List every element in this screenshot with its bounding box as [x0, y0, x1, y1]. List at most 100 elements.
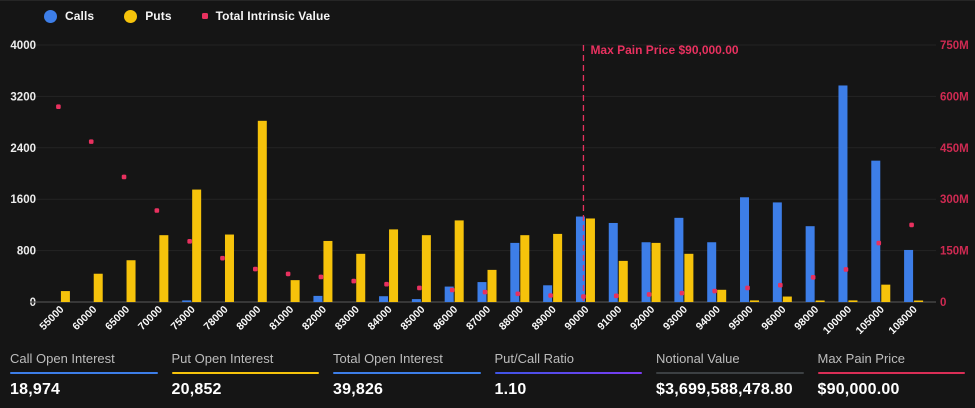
- call-bar[interactable]: [871, 160, 881, 302]
- left-axis-tick: 0: [30, 297, 36, 309]
- put-bar[interactable]: [684, 253, 694, 302]
- intrinsic-dot[interactable]: [745, 285, 750, 291]
- x-axis-label: 96000: [759, 304, 788, 333]
- call-bar[interactable]: [707, 242, 717, 302]
- put-bar[interactable]: [159, 235, 169, 302]
- put-bar[interactable]: [126, 260, 136, 302]
- put-bar[interactable]: [60, 291, 70, 302]
- intrinsic-dot[interactable]: [548, 293, 553, 298]
- intrinsic-dot[interactable]: [121, 174, 127, 180]
- put-bar[interactable]: [815, 300, 825, 303]
- stat-value: 1.10: [494, 381, 527, 398]
- put-bar[interactable]: [553, 233, 563, 302]
- put-bar[interactable]: [750, 300, 760, 302]
- put-bar[interactable]: [356, 253, 366, 302]
- call-bar[interactable]: [740, 197, 750, 302]
- put-bar[interactable]: [914, 300, 924, 303]
- stat-label: Total Open Interest: [333, 351, 443, 366]
- put-bar[interactable]: [454, 220, 464, 302]
- intrinsic-dot[interactable]: [646, 292, 652, 297]
- call-bar[interactable]: [411, 299, 421, 302]
- call-bar[interactable]: [444, 286, 454, 302]
- put-bar[interactable]: [192, 189, 202, 302]
- legend-item-calls[interactable]: Calls: [44, 9, 94, 23]
- call-bar[interactable]: [904, 249, 914, 302]
- legend-item-puts[interactable]: Puts: [124, 9, 171, 23]
- stat-value: 39,826: [333, 381, 384, 398]
- intrinsic-dot[interactable]: [384, 281, 389, 287]
- call-bar[interactable]: [772, 202, 782, 302]
- intrinsic-dot[interactable]: [482, 289, 488, 295]
- call-bar[interactable]: [510, 242, 520, 302]
- put-bar[interactable]: [323, 240, 333, 302]
- call-bar[interactable]: [379, 296, 389, 302]
- call-bar[interactable]: [575, 216, 585, 302]
- intrinsic-dot[interactable]: [187, 239, 192, 244]
- put-bar[interactable]: [389, 229, 399, 302]
- put-bar[interactable]: [782, 296, 792, 302]
- call-bar[interactable]: [543, 285, 553, 302]
- stat-value: $90,000.00: [817, 381, 900, 398]
- intrinsic-dot[interactable]: [88, 139, 94, 144]
- intrinsic-dot[interactable]: [220, 255, 225, 261]
- intrinsic-dot[interactable]: [449, 287, 455, 293]
- put-bar[interactable]: [224, 234, 234, 302]
- left-axis-tick: 2400: [10, 143, 36, 155]
- put-bar[interactable]: [257, 120, 267, 302]
- put-bar[interactable]: [487, 269, 497, 302]
- call-bar[interactable]: [182, 300, 192, 302]
- call-bar[interactable]: [477, 282, 487, 302]
- stat-label: Max Pain Price: [817, 351, 905, 366]
- x-axis-label: 105000: [854, 304, 887, 337]
- intrinsic-dot[interactable]: [351, 278, 357, 284]
- put-bar[interactable]: [651, 242, 661, 302]
- legend-item-total-intrinsic-value[interactable]: Total Intrinsic Value: [201, 9, 331, 23]
- intrinsic-dot[interactable]: [515, 291, 521, 297]
- put-bar[interactable]: [421, 235, 431, 302]
- intrinsic-dot[interactable]: [679, 290, 685, 296]
- intrinsic-dot[interactable]: [252, 266, 258, 272]
- intrinsic-dot[interactable]: [285, 271, 291, 277]
- intrinsic-dot[interactable]: [56, 104, 61, 109]
- put-bar[interactable]: [585, 218, 595, 302]
- stat-underline: [10, 372, 158, 374]
- call-bar[interactable]: [838, 85, 848, 302]
- x-axis-label: 92000: [628, 304, 657, 333]
- put-bar[interactable]: [618, 260, 628, 302]
- x-axis-label: 91000: [595, 304, 624, 333]
- intrinsic-dot[interactable]: [843, 267, 849, 272]
- put-bar[interactable]: [881, 284, 891, 302]
- stat-value: 20,852: [171, 381, 222, 398]
- intrinsic-dot[interactable]: [613, 293, 619, 299]
- options-open-interest-chart: 0 800 1600 2400 3200 4000 0 150M 300M 450M 600M 750…: [10, 40, 968, 337]
- x-axis-label: 60000: [70, 304, 99, 333]
- stat-put-open-interest: Put Open Interest 20,852: [171, 348, 319, 408]
- intrinsic-dot[interactable]: [712, 288, 718, 294]
- intrinsic-dot[interactable]: [778, 282, 783, 288]
- put-bar[interactable]: [848, 300, 858, 302]
- put-bar[interactable]: [520, 235, 530, 302]
- intrinsic-dot[interactable]: [318, 274, 324, 280]
- legend-label: Calls: [65, 9, 95, 23]
- x-axis-label: 87000: [464, 304, 493, 333]
- intrinsic-dot[interactable]: [909, 222, 914, 228]
- put-bar[interactable]: [93, 273, 103, 302]
- call-bar[interactable]: [608, 222, 618, 302]
- put-bar[interactable]: [717, 289, 727, 302]
- call-bar[interactable]: [674, 217, 684, 302]
- stat-label: Call Open Interest: [10, 351, 115, 366]
- intrinsic-dot[interactable]: [876, 240, 882, 246]
- call-bar[interactable]: [641, 242, 651, 302]
- x-axis-label: 82000: [300, 304, 329, 333]
- intrinsic-dot[interactable]: [810, 275, 816, 280]
- call-bar[interactable]: [313, 295, 323, 302]
- put-bar[interactable]: [290, 280, 300, 302]
- intrinsic-dot[interactable]: [154, 208, 160, 213]
- stat-put-call-ratio: Put/Call Ratio 1.10: [494, 348, 642, 408]
- intrinsic-dot[interactable]: [417, 285, 422, 291]
- x-axis-label: 85000: [398, 304, 427, 333]
- call-bar[interactable]: [805, 226, 815, 302]
- x-axis-label: 86000: [431, 304, 460, 333]
- x-axis-label: 95000: [727, 304, 756, 333]
- intrinsic-dot[interactable]: [581, 294, 586, 299]
